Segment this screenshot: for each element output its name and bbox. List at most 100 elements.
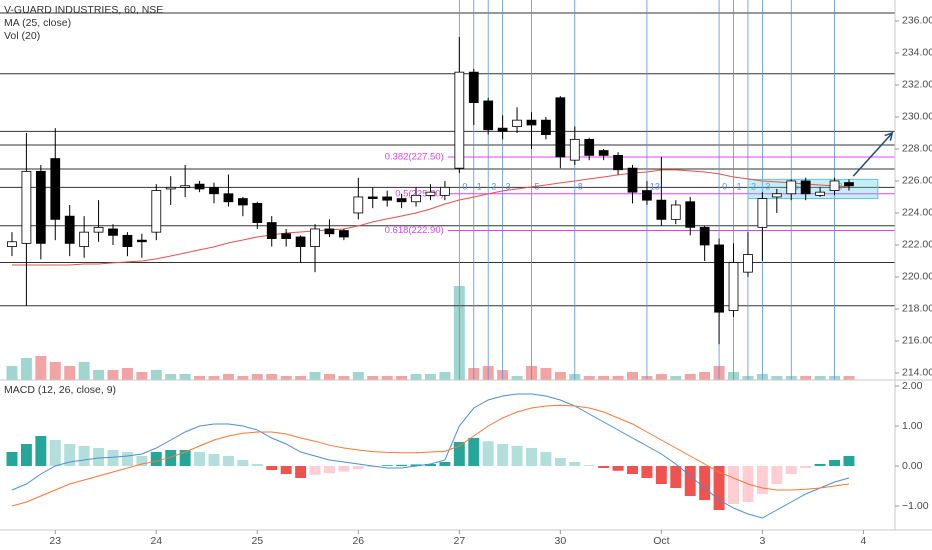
candle-body bbox=[93, 226, 104, 233]
macd-histogram-bar bbox=[728, 466, 739, 504]
macd-histogram-bar bbox=[165, 450, 177, 466]
volume-bar bbox=[64, 366, 76, 380]
macd-histogram-bar bbox=[179, 450, 191, 466]
candle-body bbox=[7, 241, 17, 247]
y-tick-label: 236.00 bbox=[902, 15, 932, 27]
ma-line bbox=[11, 169, 849, 266]
x-tick-label: 4 bbox=[860, 535, 866, 547]
candle-body bbox=[743, 254, 753, 273]
macd-histogram-bar bbox=[540, 452, 552, 466]
y-tick-label: 1.00 bbox=[902, 420, 923, 432]
candle-body bbox=[108, 228, 118, 236]
x-tick-label: 27 bbox=[453, 535, 465, 547]
macd-line bbox=[11, 404, 850, 507]
candle-body bbox=[555, 97, 566, 158]
volume-bar bbox=[222, 374, 234, 380]
y-tick-label: 226.00 bbox=[902, 175, 932, 187]
volume-bar bbox=[165, 374, 177, 380]
volume-bar bbox=[843, 376, 855, 380]
y-tick-label: 214.00 bbox=[902, 367, 932, 379]
symbol-title: V-GUARD INDUSTRIES, 60, NSE bbox=[4, 4, 163, 16]
candle-body bbox=[468, 71, 479, 103]
macd-histogram-bar bbox=[424, 464, 436, 466]
y-tick-label: −1.00 bbox=[902, 500, 929, 512]
time-zone-label: 2 bbox=[491, 182, 496, 192]
time-zone-label: 3 bbox=[506, 182, 511, 192]
candle-body bbox=[295, 236, 306, 247]
x-tick-label: 30 bbox=[555, 535, 567, 547]
x-tick-label: 25 bbox=[251, 535, 263, 547]
candle-body bbox=[541, 119, 551, 135]
time-zone-label: 3 bbox=[765, 182, 770, 192]
volume-bar bbox=[655, 374, 667, 380]
candle-body bbox=[613, 154, 623, 171]
candle-body bbox=[237, 198, 248, 206]
candle-body bbox=[598, 150, 609, 156]
macd-histogram-bar bbox=[785, 466, 797, 474]
y-tick-label: 2.00 bbox=[902, 380, 923, 392]
candle-body bbox=[136, 239, 147, 243]
candle-body bbox=[656, 199, 667, 220]
candle-body bbox=[642, 190, 652, 201]
macd-histogram-bar bbox=[107, 450, 119, 466]
x-tick-label: 23 bbox=[49, 535, 61, 547]
x-tick-label: 3 bbox=[759, 535, 765, 547]
volume-bar bbox=[800, 376, 812, 380]
volume-bar bbox=[93, 370, 105, 380]
macd-histogram-bar bbox=[583, 465, 595, 466]
volume-bar bbox=[179, 374, 191, 380]
macd-histogram-bar bbox=[641, 466, 653, 478]
macd-histogram-bar bbox=[453, 442, 465, 466]
volume-bar bbox=[280, 376, 292, 380]
macd-histogram-bar bbox=[49, 440, 61, 466]
candle-body bbox=[569, 138, 580, 161]
volume-bar bbox=[323, 374, 335, 380]
macd-histogram-bar bbox=[843, 456, 855, 466]
candle-body bbox=[122, 234, 133, 247]
plot-layer: 0 1 2 3 5 8 13 0 1 2 3 5 80.382(227.50)0.5(225.20)0.… bbox=[0, 0, 895, 519]
candle-body bbox=[35, 170, 46, 244]
volume-bar bbox=[338, 376, 350, 380]
candle-body bbox=[151, 190, 162, 233]
macd-histogram-bar bbox=[554, 458, 566, 466]
volume-bar bbox=[612, 376, 624, 380]
macd-histogram-bar bbox=[309, 466, 321, 475]
time-zone-label: 0 bbox=[462, 182, 467, 192]
macd-histogram-bar bbox=[121, 452, 133, 466]
macd-histogram-bar bbox=[367, 466, 379, 468]
indicator-label: Vol (20) bbox=[4, 30, 40, 42]
macd-histogram-bar bbox=[194, 452, 206, 466]
macd-histogram-bar bbox=[396, 464, 408, 466]
macd-histogram-bar bbox=[829, 460, 841, 466]
time-zone-label: 5 bbox=[534, 182, 539, 192]
macd-histogram-bar bbox=[526, 448, 537, 466]
volume-bar bbox=[237, 376, 249, 380]
candle-body bbox=[771, 193, 782, 198]
macd-histogram-bar bbox=[468, 438, 480, 466]
macd-histogram-bar bbox=[295, 466, 307, 478]
volume-bar bbox=[367, 376, 379, 380]
candle-body bbox=[757, 198, 768, 228]
x-tick-label: Oct bbox=[653, 535, 669, 547]
candle-body bbox=[844, 182, 854, 187]
volume-bar bbox=[266, 374, 278, 380]
y-tick-label: 234.00 bbox=[902, 47, 932, 59]
macd-histogram-bar bbox=[713, 466, 725, 510]
macd-histogram-bar bbox=[598, 466, 610, 468]
candle-body bbox=[209, 186, 219, 195]
macd-histogram-bar bbox=[208, 454, 220, 466]
macd-histogram-bar bbox=[569, 462, 581, 466]
macd-histogram-bar bbox=[381, 465, 393, 466]
macd-histogram-bar bbox=[150, 452, 162, 466]
candle-body bbox=[829, 180, 840, 191]
candle-body bbox=[425, 191, 436, 196]
volume-bar bbox=[194, 376, 206, 380]
candle-body bbox=[786, 180, 797, 195]
y-tick-label: 0.00 bbox=[902, 460, 923, 472]
candle-body bbox=[670, 204, 681, 220]
rectangle-drawing bbox=[747, 178, 879, 200]
y-tick-label: 232.00 bbox=[902, 79, 932, 91]
candle-body bbox=[324, 228, 335, 235]
candle-body bbox=[266, 222, 277, 239]
